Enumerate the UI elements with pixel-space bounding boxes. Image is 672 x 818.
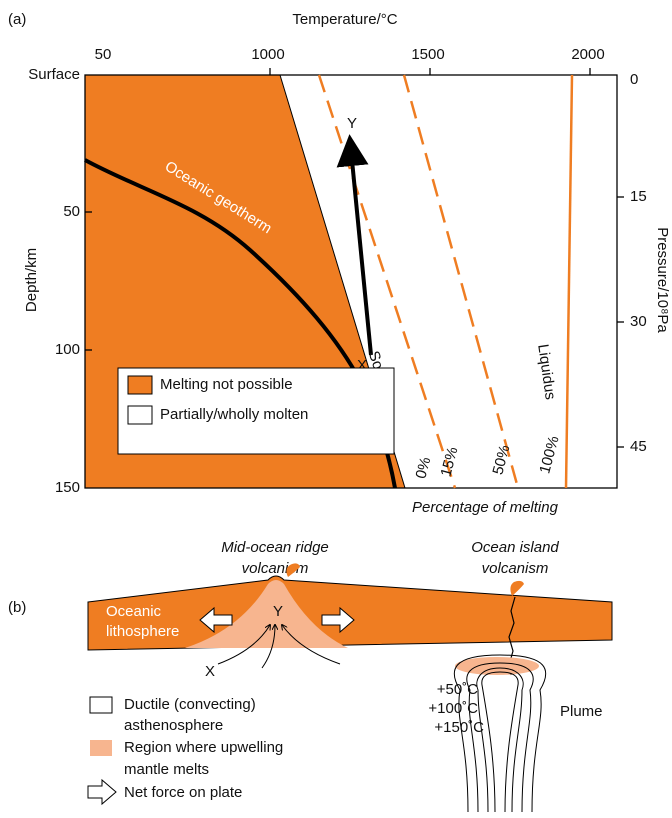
lava (510, 580, 524, 596)
isotherm-label: +100˚C (428, 700, 478, 717)
isotherm (466, 662, 534, 813)
point-label: X (205, 663, 215, 680)
isotherm (453, 654, 547, 813)
flow-arrow (282, 625, 341, 665)
y2-tick-label: 15 (630, 188, 647, 205)
isotherm (481, 671, 519, 813)
y-tick-label: 100 (55, 341, 80, 358)
x-tick-label: 50 (95, 46, 112, 63)
flow-arrows (217, 625, 341, 669)
melt-15-line (317, 74, 457, 489)
legend-label: Partially/wholly molten (160, 406, 308, 423)
plot-frame (84, 74, 618, 489)
y-tick-label: 150 (55, 479, 80, 496)
percent-label: 50% (489, 443, 513, 476)
upwelling-arrow (336, 134, 373, 356)
island-title: Ocean island (471, 539, 559, 556)
point-label: X (357, 357, 367, 374)
percent-label: 100% (536, 434, 562, 475)
percent-label: 0% (412, 455, 434, 480)
x-tick-label: 1000 (251, 46, 284, 63)
y-axis-title: Depth/km (23, 248, 40, 312)
legend-box (117, 367, 395, 455)
y-tick-label: 50 (63, 203, 80, 220)
legend-label: mantle melts (124, 761, 209, 778)
y2-axis-title: Pressure/10⁸Pa (654, 227, 671, 333)
plate-label: Oceanic (106, 603, 162, 620)
legend-swatch (89, 696, 113, 714)
liquidus-label: Liquidus (534, 343, 559, 401)
legend-label: Region where upwelling (124, 739, 283, 756)
melt-region (185, 580, 348, 648)
liquidus-line (564, 74, 574, 489)
legend-swatch (90, 740, 112, 756)
y2-tick-label: 45 (630, 438, 647, 455)
force-arrow (321, 606, 355, 634)
lava (286, 563, 300, 577)
percent-label: 15% (437, 445, 461, 478)
lithosphere-plate (87, 575, 613, 651)
plume (453, 654, 547, 813)
legend-label: asthenosphere (124, 717, 223, 734)
legend-arrow (87, 778, 117, 806)
force-arrow (199, 606, 233, 634)
flow-arrow (261, 625, 275, 669)
legend-swatch (127, 375, 153, 395)
legend-swatch (127, 405, 153, 425)
panel-label: (a) (8, 11, 26, 28)
island-title: volcanism (482, 560, 549, 577)
isotherm (476, 667, 524, 813)
point-label: Y (347, 115, 357, 132)
legend-label: Net force on plate (124, 784, 242, 801)
x-tick-label: 2000 (571, 46, 604, 63)
isotherm-label: +150˚C (434, 719, 484, 736)
x-axis-title: Temperature/°C (292, 11, 397, 28)
point-label: Y (273, 603, 283, 620)
isotherm-label: +50˚C (437, 681, 478, 698)
y-tick-label: Surface (28, 66, 80, 83)
legend-label: Melting not possible (160, 376, 293, 393)
plate-label: lithosphere (106, 623, 179, 640)
legend-label: Ductile (convecting) (124, 696, 256, 713)
percent-title: Percentage of melting (412, 499, 559, 516)
panel-label: (b) (8, 599, 26, 616)
y2-tick-label: 0 (630, 71, 638, 88)
x-tick-label: 1500 (411, 46, 444, 63)
plume-melt (455, 657, 539, 675)
ticks (85, 68, 624, 448)
plume-label: Plume (560, 703, 603, 720)
ridge-title: Mid-ocean ridge (221, 539, 329, 556)
y2-tick-label: 30 (630, 313, 647, 330)
melt-50-line (402, 74, 520, 489)
flow-arrow (217, 625, 270, 665)
